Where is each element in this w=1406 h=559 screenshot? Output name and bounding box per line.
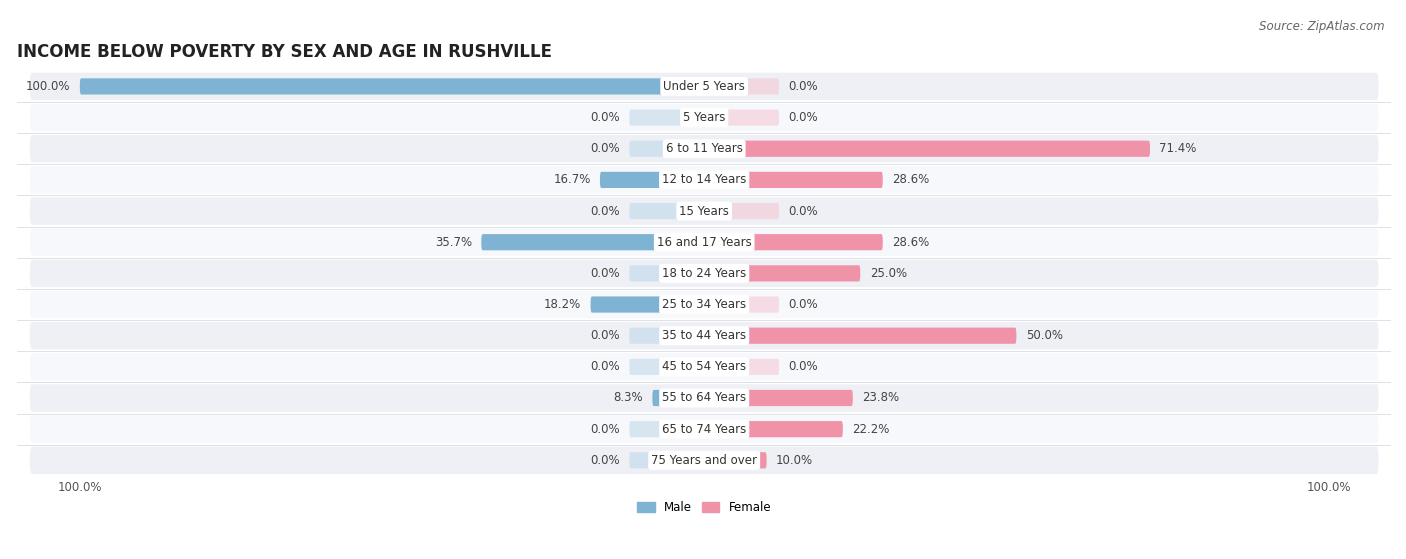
Text: INCOME BELOW POVERTY BY SEX AND AGE IN RUSHVILLE: INCOME BELOW POVERTY BY SEX AND AGE IN R… <box>17 43 553 61</box>
Text: 0.0%: 0.0% <box>591 205 620 217</box>
FancyBboxPatch shape <box>30 322 1378 349</box>
FancyBboxPatch shape <box>30 229 1378 256</box>
Text: 71.4%: 71.4% <box>1160 142 1197 155</box>
Text: 35.7%: 35.7% <box>434 236 472 249</box>
Text: 50.0%: 50.0% <box>1026 329 1063 342</box>
FancyBboxPatch shape <box>630 110 704 126</box>
Text: 18 to 24 Years: 18 to 24 Years <box>662 267 747 280</box>
FancyBboxPatch shape <box>704 390 853 406</box>
FancyBboxPatch shape <box>630 421 704 437</box>
Text: 45 to 54 Years: 45 to 54 Years <box>662 361 747 373</box>
Text: 15 Years: 15 Years <box>679 205 730 217</box>
Text: 16.7%: 16.7% <box>553 173 591 186</box>
Text: 65 to 74 Years: 65 to 74 Years <box>662 423 747 435</box>
FancyBboxPatch shape <box>704 172 883 188</box>
Text: Source: ZipAtlas.com: Source: ZipAtlas.com <box>1260 20 1385 32</box>
Text: 16 and 17 Years: 16 and 17 Years <box>657 236 752 249</box>
FancyBboxPatch shape <box>704 359 779 375</box>
Text: 5 Years: 5 Years <box>683 111 725 124</box>
Text: 25 to 34 Years: 25 to 34 Years <box>662 298 747 311</box>
FancyBboxPatch shape <box>591 296 704 312</box>
Text: 55 to 64 Years: 55 to 64 Years <box>662 391 747 405</box>
Text: 10.0%: 10.0% <box>776 454 813 467</box>
Text: 28.6%: 28.6% <box>893 236 929 249</box>
FancyBboxPatch shape <box>30 197 1378 225</box>
FancyBboxPatch shape <box>630 452 704 468</box>
FancyBboxPatch shape <box>30 166 1378 193</box>
Text: 8.3%: 8.3% <box>613 391 643 405</box>
Text: 0.0%: 0.0% <box>789 361 818 373</box>
Legend: Male, Female: Male, Female <box>633 496 776 519</box>
FancyBboxPatch shape <box>30 260 1378 287</box>
FancyBboxPatch shape <box>30 135 1378 163</box>
FancyBboxPatch shape <box>80 78 704 94</box>
FancyBboxPatch shape <box>630 203 704 219</box>
Text: 18.2%: 18.2% <box>544 298 581 311</box>
FancyBboxPatch shape <box>30 291 1378 318</box>
FancyBboxPatch shape <box>30 415 1378 443</box>
FancyBboxPatch shape <box>630 141 704 157</box>
FancyBboxPatch shape <box>30 447 1378 474</box>
FancyBboxPatch shape <box>704 110 779 126</box>
FancyBboxPatch shape <box>30 353 1378 381</box>
FancyBboxPatch shape <box>704 296 779 312</box>
FancyBboxPatch shape <box>30 384 1378 412</box>
FancyBboxPatch shape <box>704 452 766 468</box>
FancyBboxPatch shape <box>704 234 883 250</box>
Text: 0.0%: 0.0% <box>591 329 620 342</box>
FancyBboxPatch shape <box>481 234 704 250</box>
Text: 0.0%: 0.0% <box>591 142 620 155</box>
Text: 0.0%: 0.0% <box>591 267 620 280</box>
Text: 0.0%: 0.0% <box>789 80 818 93</box>
Text: 0.0%: 0.0% <box>789 298 818 311</box>
FancyBboxPatch shape <box>652 390 704 406</box>
Text: 22.2%: 22.2% <box>852 423 890 435</box>
Text: 100.0%: 100.0% <box>25 80 70 93</box>
FancyBboxPatch shape <box>630 359 704 375</box>
FancyBboxPatch shape <box>630 328 704 344</box>
FancyBboxPatch shape <box>704 141 1150 157</box>
Text: 12 to 14 Years: 12 to 14 Years <box>662 173 747 186</box>
FancyBboxPatch shape <box>30 73 1378 100</box>
FancyBboxPatch shape <box>704 266 860 282</box>
FancyBboxPatch shape <box>704 78 779 94</box>
Text: 0.0%: 0.0% <box>591 111 620 124</box>
Text: 0.0%: 0.0% <box>591 454 620 467</box>
Text: 75 Years and over: 75 Years and over <box>651 454 758 467</box>
Text: 0.0%: 0.0% <box>789 205 818 217</box>
FancyBboxPatch shape <box>704 421 842 437</box>
Text: 6 to 11 Years: 6 to 11 Years <box>666 142 742 155</box>
FancyBboxPatch shape <box>704 328 1017 344</box>
Text: 25.0%: 25.0% <box>870 267 907 280</box>
FancyBboxPatch shape <box>30 104 1378 131</box>
FancyBboxPatch shape <box>704 203 779 219</box>
Text: 0.0%: 0.0% <box>591 423 620 435</box>
FancyBboxPatch shape <box>600 172 704 188</box>
Text: 0.0%: 0.0% <box>789 111 818 124</box>
Text: 28.6%: 28.6% <box>893 173 929 186</box>
FancyBboxPatch shape <box>630 266 704 282</box>
Text: 23.8%: 23.8% <box>862 391 900 405</box>
Text: 0.0%: 0.0% <box>591 361 620 373</box>
Text: Under 5 Years: Under 5 Years <box>664 80 745 93</box>
Text: 35 to 44 Years: 35 to 44 Years <box>662 329 747 342</box>
